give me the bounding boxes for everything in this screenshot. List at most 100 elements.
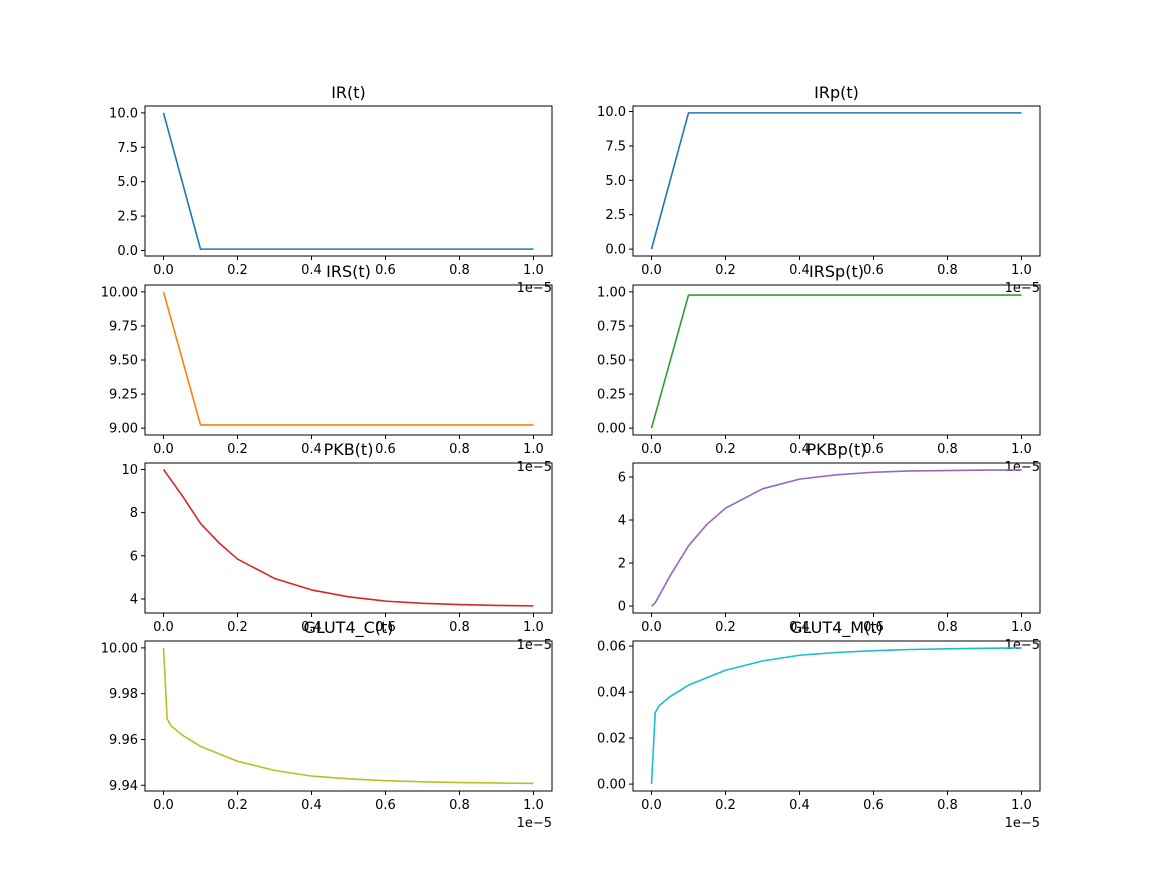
x-tick-label: 0.8 [937,263,958,278]
series-line [162,291,534,426]
y-tick-label: 0.0 [605,243,626,258]
axes-frame [632,105,1041,257]
x-tick-label: 0.2 [715,263,736,278]
x-tick-label: 0.0 [641,442,662,457]
y-tick-label: 7.5 [117,141,138,156]
y-tick-label: 1.00 [597,285,626,300]
x-tick-label: 0.2 [227,442,248,457]
y-tick-label: 10.00 [101,285,138,300]
x-offset-label: 1e−5 [1005,638,1040,653]
x-tick-label: 0.0 [153,442,174,457]
x-tick-label: 0.0 [153,620,174,635]
y-tick-label: 9.25 [109,388,138,403]
x-tick-label: 0.6 [863,263,884,278]
y-tick-label: 9.75 [109,319,138,334]
x-tick-label: 0.2 [227,263,248,278]
x-tick-label: 0.0 [641,798,662,813]
series-line [162,112,534,250]
y-tick-label: 5.0 [117,175,138,190]
subplot-1: 0.0 0.2 0.4 0.6 0.8 1.0 0.0 2.5 5.0 7.5 10.0 1e−5 IR… [109,83,553,296]
x-tick-label: 0.0 [641,263,662,278]
y-tick-label: 4 [618,514,626,529]
y-tick-label: 7.5 [605,139,626,154]
x-offset-label: 1e−5 [1005,281,1040,296]
x-tick-label: 0.0 [641,620,662,635]
subplot-2: 0.0 0.2 0.4 0.6 0.8 1.0 0.0 2.5 5.0 7.5 10.0 1e−5 IR… [597,83,1041,296]
series-line [650,294,1022,429]
x-offset-label: 1e−5 [1005,460,1040,475]
x-tick-label: 0.4 [301,620,322,635]
series-line [162,647,534,785]
axes-frame [632,462,1041,614]
y-tick-label: 0.00 [597,422,626,437]
x-tick-label: 0.2 [227,620,248,635]
y-tick-label: 0.0 [117,244,138,259]
subplot-title: GLUT4_M(t) [790,618,883,638]
x-offset-label: 1e−5 [1005,816,1040,831]
x-tick-label: 1.0 [523,442,544,457]
x-tick-label: 1.0 [523,263,544,278]
x-tick-label: 0.8 [449,798,470,813]
axes-frame [144,640,553,792]
y-tick-label: 6 [618,470,626,485]
x-tick-label: 1.0 [1011,263,1032,278]
y-tick-label: 9.50 [109,354,138,369]
x-tick-label: 0.6 [375,442,396,457]
y-tick-label: 9.98 [109,687,138,702]
x-tick-label: 1.0 [523,798,544,813]
subplot-8: 0.0 0.2 0.4 0.6 0.8 1.0 0.00 0.02 0.04 0.06 1e−5 GL… [597,618,1041,831]
y-tick-label: 0.00 [597,778,626,793]
x-tick-label: 0.6 [863,620,884,635]
series-line [162,469,534,607]
axes-frame [144,462,553,614]
y-tick-label: 0.50 [597,354,626,369]
y-tick-label: 10.00 [101,641,138,656]
subplot-title: IRS(t) [326,262,371,281]
axes-frame [632,640,1041,792]
subplot-title: GLUT4_C(t) [303,618,393,638]
subplot-7: 0.0 0.2 0.4 0.6 0.8 1.0 9.94 9.96 9.98 10.00 1e−5 G… [101,618,553,831]
axes-frame [144,105,553,257]
x-tick-label: 0.6 [375,620,396,635]
y-tick-label: 0.04 [597,686,626,701]
series-line [650,647,1022,785]
subplot-title: IR(t) [331,83,366,102]
subplot-title: IRSp(t) [809,262,864,281]
x-tick-label: 0.0 [153,798,174,813]
x-tick-label: 0.6 [375,263,396,278]
x-tick-label: 0.8 [449,263,470,278]
y-tick-label: 0.25 [597,388,626,403]
x-tick-label: 1.0 [1011,442,1032,457]
y-tick-label: 10 [121,463,138,478]
x-tick-label: 0.4 [301,798,322,813]
subplot-title: IRp(t) [814,83,859,102]
y-tick-label: 9.94 [109,779,138,794]
x-tick-label: 0.4 [789,263,810,278]
y-tick-label: 2 [618,557,626,572]
subplot-6: 0.0 0.2 0.4 0.6 0.8 1.0 0 2 4 6 1e−5 PKBp(t) [618,440,1041,653]
x-tick-label: 0.8 [937,620,958,635]
x-tick-label: 1.0 [1011,620,1032,635]
x-tick-label: 0.8 [937,798,958,813]
x-offset-label: 1e−5 [517,816,552,831]
y-tick-label: 9.00 [109,422,138,437]
x-tick-label: 0.2 [227,798,248,813]
y-tick-label: 10.0 [109,106,138,121]
x-tick-label: 0.8 [449,620,470,635]
x-tick-label: 1.0 [523,620,544,635]
x-tick-label: 0.6 [863,798,884,813]
x-tick-label: 0.4 [789,620,810,635]
x-tick-label: 0.4 [789,798,810,813]
subplot-title: PKB(t) [324,440,374,459]
y-tick-label: 4 [130,592,138,607]
y-tick-label: 0 [618,600,626,615]
subplot-3: 0.0 0.2 0.4 0.6 0.8 1.0 9.00 9.25 9.50 9.75 10.00 1… [101,262,553,475]
x-tick-label: 1.0 [1011,798,1032,813]
y-tick-label: 9.96 [109,733,138,748]
x-tick-label: 0.2 [715,442,736,457]
x-tick-label: 0.0 [153,263,174,278]
x-tick-label: 0.4 [789,442,810,457]
x-tick-label: 0.6 [375,798,396,813]
axes-frame [144,284,553,436]
